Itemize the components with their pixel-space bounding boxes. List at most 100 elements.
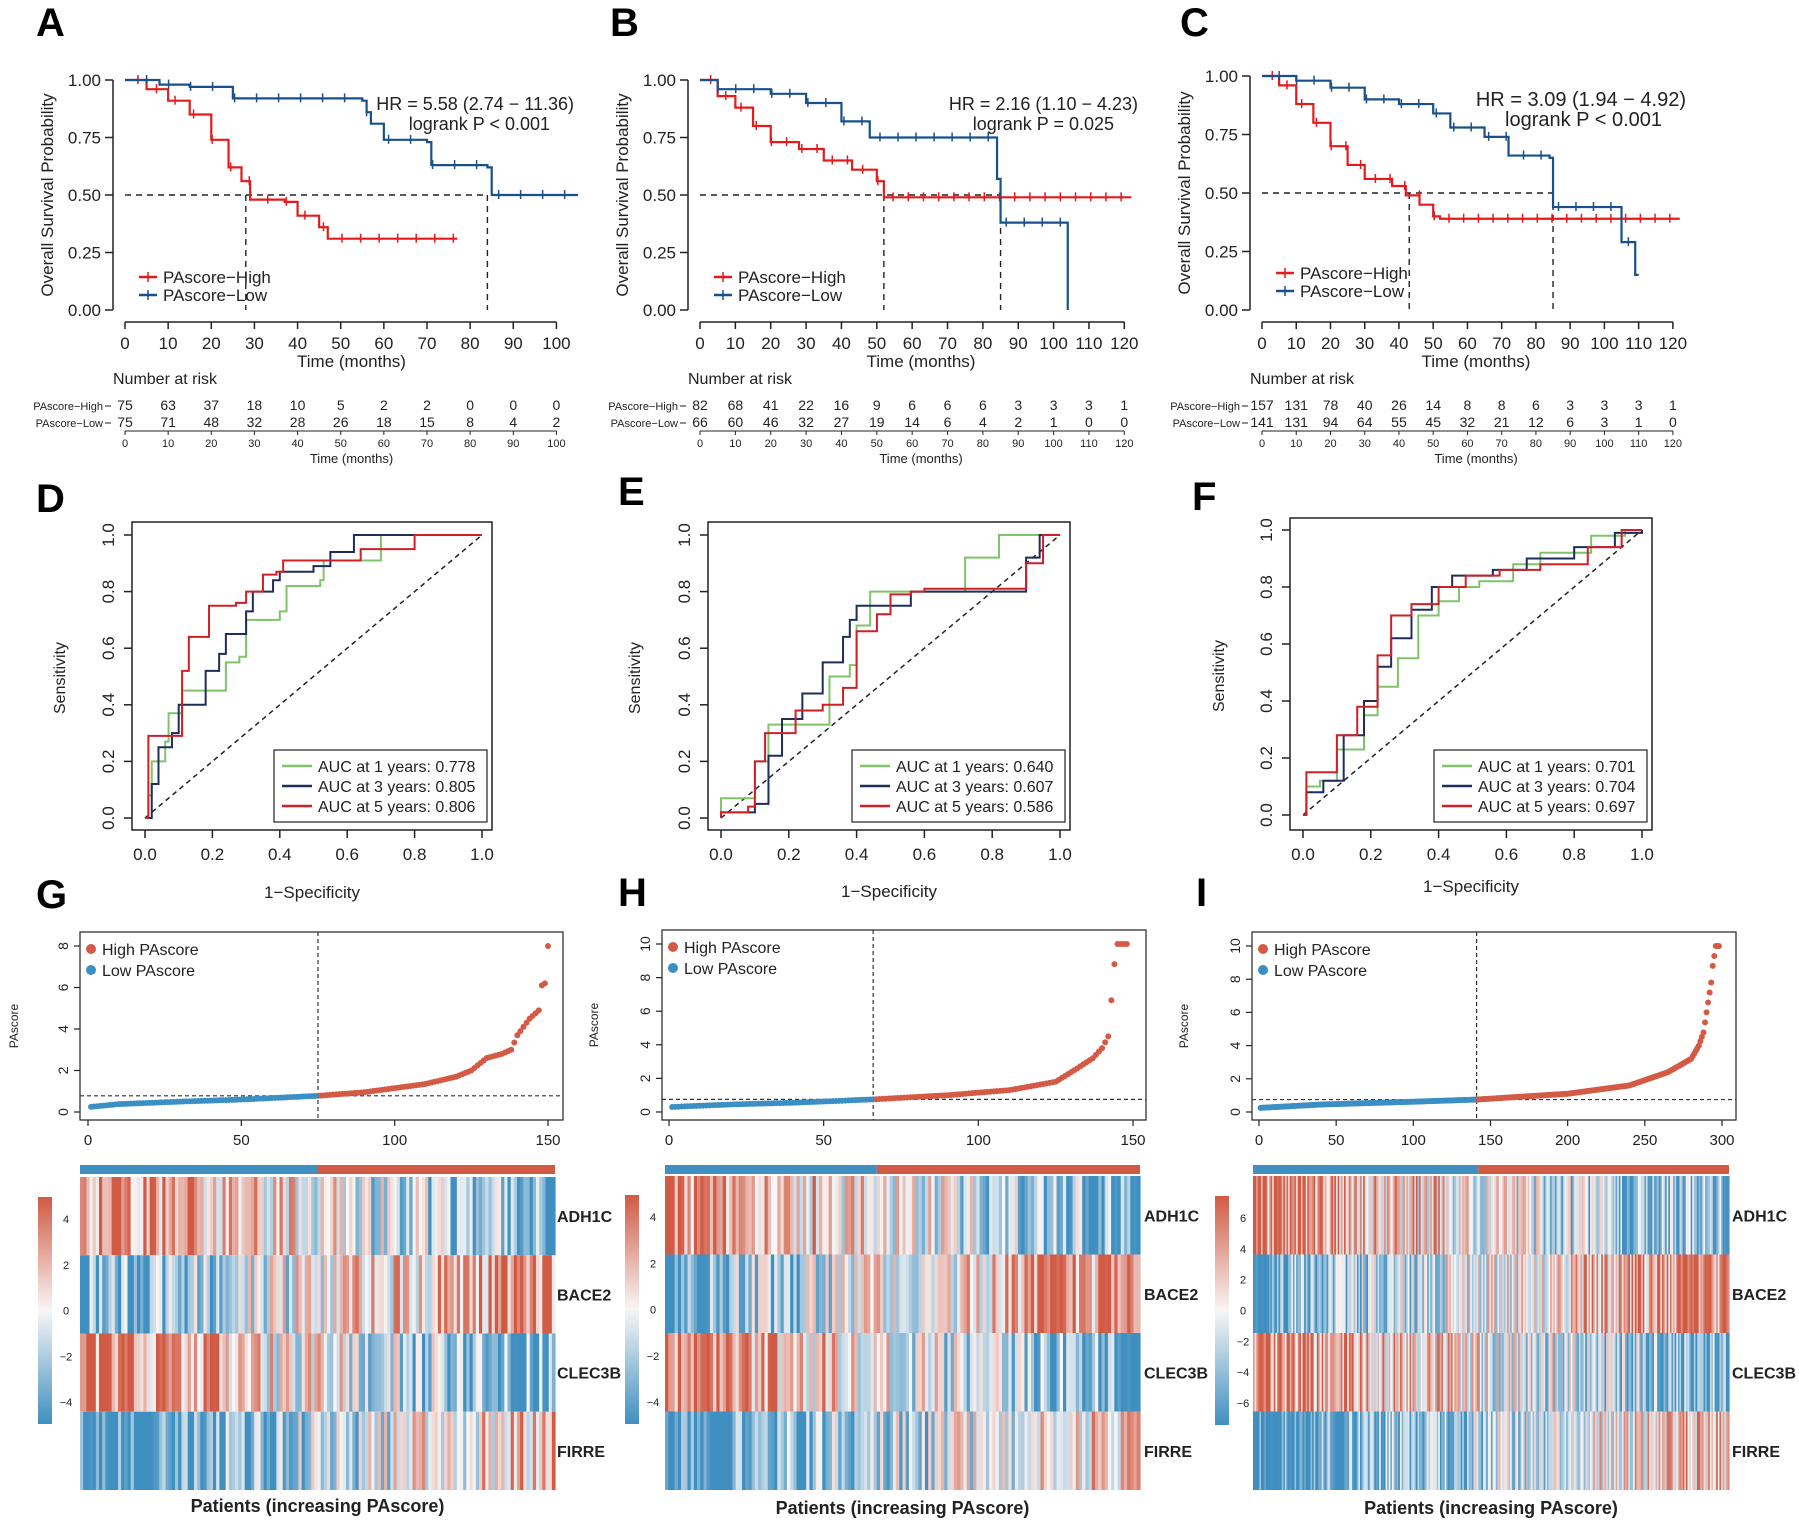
heatmap-cell [1412, 1411, 1415, 1490]
heatmap-cell [719, 1411, 724, 1490]
legend-label: Low PAscore [102, 963, 195, 980]
heatmap-cell [1470, 1254, 1473, 1333]
heatmap-cell [393, 1411, 398, 1490]
heatmap-cell [1687, 1411, 1690, 1490]
heatmap-cell [1053, 1333, 1058, 1412]
heatmap-cell [1254, 1176, 1257, 1255]
heatmap-cell [380, 1177, 385, 1256]
heatmap-cell [995, 1411, 1000, 1490]
heatmap-cell [1602, 1254, 1606, 1333]
heatmap-cell [1422, 1333, 1425, 1412]
heatmap-cell [1315, 1254, 1318, 1333]
heatmap-cell [1596, 1411, 1599, 1490]
heatmap-cell [361, 1333, 366, 1412]
heatmap-cell [844, 1411, 849, 1490]
risk-x-tick-label: 10 [1290, 438, 1302, 450]
heatmap-cell [1617, 1333, 1620, 1412]
heatmap-cell [466, 1255, 471, 1334]
x-tick-label: 80 [461, 334, 480, 353]
heatmap-cell [384, 1411, 388, 1490]
heatmap-cell [825, 1254, 830, 1333]
heatmap-cell [677, 1254, 682, 1333]
heatmap-cell [803, 1254, 807, 1333]
heatmap-cell [425, 1411, 429, 1490]
heatmap-cell [175, 1411, 179, 1490]
heatmap-cell [1623, 1176, 1626, 1255]
legend-label: Low PAscore [684, 961, 777, 978]
heatmap-cell [1583, 1254, 1586, 1333]
heatmap-cell [1305, 1176, 1308, 1255]
heatmap-cell [1462, 1333, 1465, 1412]
heatmap-cell [1591, 1254, 1594, 1333]
heatmap-cell [279, 1411, 284, 1490]
heatmap-cell [985, 1333, 990, 1412]
risk-value: 63 [160, 397, 176, 413]
heatmap-cell [1468, 1254, 1471, 1333]
heatmap-cell [1602, 1333, 1606, 1412]
heatmap-cell [1617, 1254, 1620, 1333]
heatmap-cell [190, 1177, 195, 1256]
heatmap-cell [456, 1333, 461, 1412]
heatmap-cell [1256, 1411, 1259, 1490]
heatmap-cell [1383, 1411, 1387, 1490]
heatmap-cell [213, 1411, 217, 1490]
heatmap-cell [1379, 1333, 1382, 1412]
heatmap-cell [491, 1333, 496, 1412]
y-axis-title: PAscore [7, 1003, 21, 1048]
heatmap-cell [918, 1411, 923, 1490]
heatmap-cell [1091, 1254, 1096, 1333]
heatmap-cell [1658, 1411, 1661, 1490]
heatmap-cell [1358, 1176, 1361, 1255]
heatmap-cell [761, 1411, 766, 1490]
heatmap-cell [181, 1255, 186, 1334]
heatmap-cell [1518, 1254, 1521, 1333]
heatmap-cell [1340, 1176, 1344, 1255]
heatmap-cell [1631, 1176, 1634, 1255]
heatmap-cell [693, 1333, 698, 1412]
heatmap-cell [921, 1176, 926, 1255]
gene-label: BACE2 [557, 1287, 611, 1304]
heatmap-cell [1289, 1254, 1292, 1333]
heatmap-cell [1348, 1411, 1352, 1490]
heatmap-cell [339, 1411, 344, 1490]
heatmap-cell [1697, 1411, 1700, 1490]
heatmap-cell [1660, 1176, 1663, 1255]
heatmap-cell [1613, 1254, 1617, 1333]
heatmap-cell [1623, 1411, 1626, 1490]
heatmap-cell [1689, 1411, 1692, 1490]
heatmap-cell [190, 1333, 195, 1412]
heatmap-x-title: Patients (increasing PAscore) [191, 1496, 445, 1516]
heatmap-cell [1489, 1411, 1492, 1490]
heatmap-cell [998, 1176, 1003, 1255]
heatmap-cell [1467, 1333, 1470, 1412]
heatmap-cell [918, 1333, 923, 1412]
heatmap-cell [1297, 1254, 1300, 1333]
heatmap-cell [1682, 1411, 1685, 1490]
heatmap-cell [377, 1411, 382, 1490]
x-tick-label: 90 [1009, 334, 1028, 353]
heatmap-cell [1566, 1333, 1569, 1412]
heatmap-cell [118, 1255, 122, 1334]
heatmap-cell [1278, 1176, 1281, 1255]
heatmap-cell [213, 1333, 217, 1412]
heatmap-cell [690, 1254, 695, 1333]
heatmap-cell [847, 1254, 852, 1333]
heatmap-cell [1259, 1176, 1262, 1255]
heatmap-cell [1005, 1176, 1010, 1255]
heatmap-cell [225, 1411, 230, 1490]
heatmap-cell [1336, 1333, 1339, 1412]
heatmap-cell [206, 1177, 211, 1256]
heatmap-cell [1708, 1333, 1711, 1412]
heatmap-cell [1564, 1411, 1567, 1490]
heatmap-cell [1566, 1176, 1569, 1255]
heatmap-cell [1382, 1333, 1385, 1412]
heatmap-cell [320, 1333, 325, 1412]
heatmap-cell [1486, 1333, 1489, 1412]
heatmap-cell [1430, 1411, 1433, 1490]
heatmap-cell [520, 1333, 524, 1412]
heatmap-cell [998, 1411, 1003, 1490]
y-tick-label: 0 [55, 1108, 71, 1116]
x-tick-label: 50 [331, 334, 350, 353]
heatmap-cell [957, 1333, 961, 1412]
heatmap-cell [1582, 1176, 1585, 1255]
